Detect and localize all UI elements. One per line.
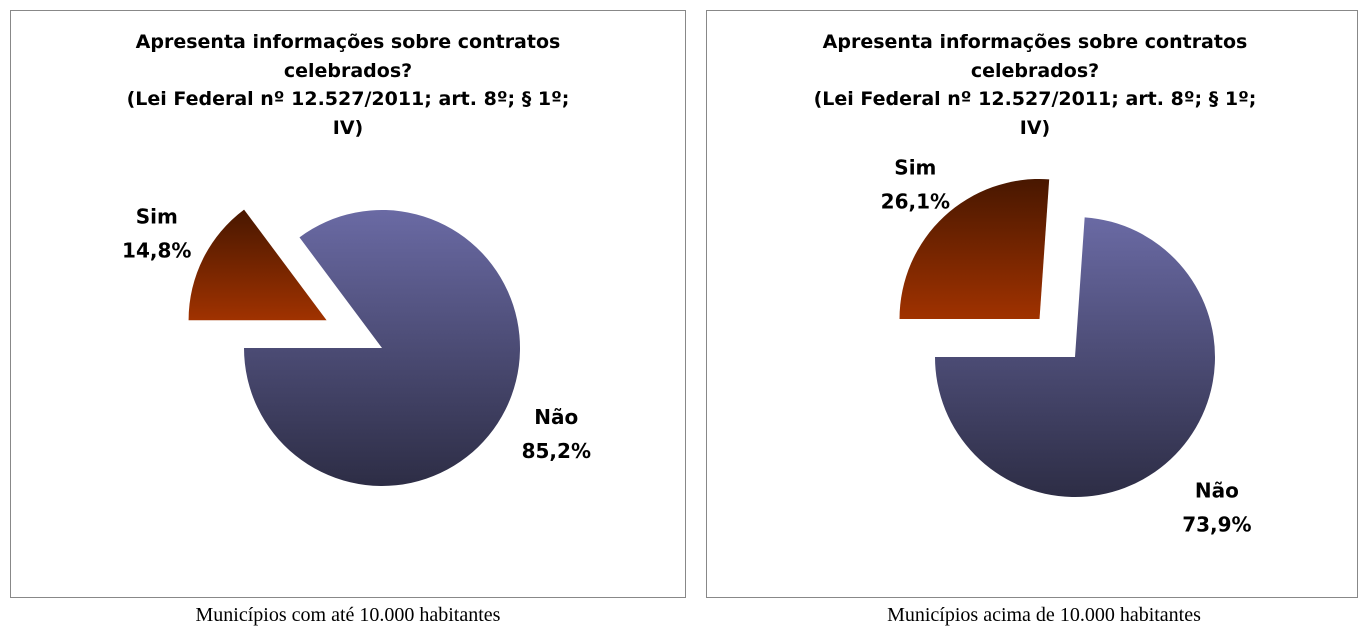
slice-value-label: 14,8% bbox=[122, 239, 191, 263]
slice-label: Não bbox=[534, 405, 578, 429]
chart-subtitle: (Lei Federal nº 12.527/2011; art. 8º; § … bbox=[813, 88, 1257, 139]
chart-title: Apresenta informações sobre contratos ce… bbox=[135, 31, 561, 82]
pie-slice bbox=[244, 209, 521, 487]
slice-value-label: 85,2% bbox=[522, 439, 591, 463]
slice-value-label: 73,9% bbox=[1182, 513, 1251, 537]
chart-frame bbox=[706, 10, 1358, 598]
slice-value-label: 26,1% bbox=[881, 189, 950, 213]
chart-subtitle: (Lei Federal nº 12.527/2011; art. 8º; § … bbox=[126, 88, 570, 139]
pie-slice bbox=[899, 178, 1050, 319]
slice-label: Sim bbox=[894, 155, 936, 179]
chart-title: Apresenta informações sobre contratos ce… bbox=[822, 31, 1248, 82]
caption: Municípios acima de 10.000 habitantes bbox=[887, 604, 1201, 626]
chart-title-block: Apresenta informações sobre contratos ce… bbox=[805, 28, 1265, 142]
chart-frame bbox=[10, 10, 686, 598]
slice-label: Não bbox=[1195, 479, 1239, 503]
caption: Municípios com até 10.000 habitantes bbox=[195, 604, 501, 626]
chart-title-block: Apresenta informações sobre contratos ce… bbox=[118, 28, 578, 142]
pie-slice bbox=[188, 209, 327, 321]
pie-slice bbox=[935, 217, 1215, 498]
slice-label: Sim bbox=[136, 205, 178, 229]
